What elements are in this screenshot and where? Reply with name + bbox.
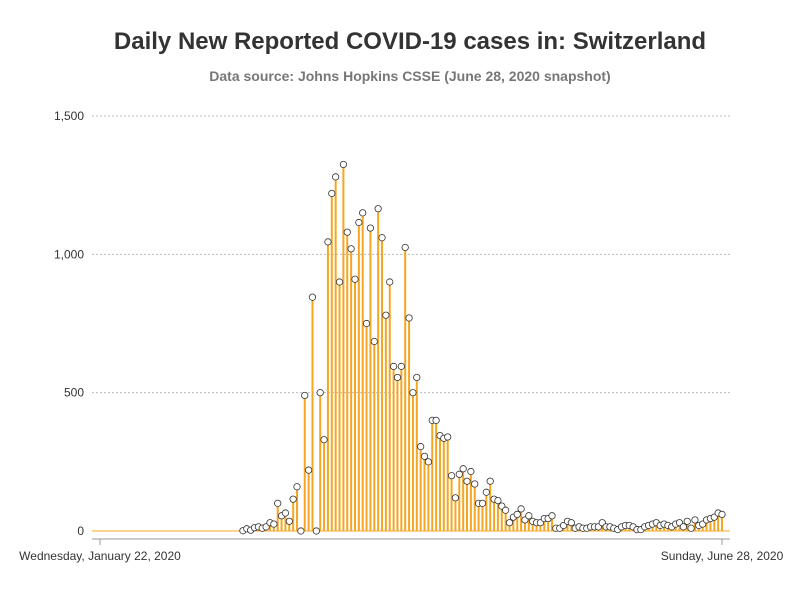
data-point: [401, 243, 409, 252]
data-point: [366, 224, 375, 232]
data-point: [502, 506, 510, 514]
data-point: [405, 314, 413, 322]
data-point: [718, 510, 726, 519]
data-point: [413, 373, 421, 382]
data-point: [478, 499, 487, 507]
data-point: [370, 337, 378, 346]
data-point: [270, 520, 278, 528]
data-point: [525, 512, 533, 520]
y-tick-label: 0: [77, 524, 84, 538]
data-point: [382, 311, 390, 319]
data-point: [393, 373, 402, 382]
data-point: [339, 160, 347, 169]
data-point: [332, 173, 340, 181]
data-point: [683, 517, 691, 525]
data-point: [444, 433, 452, 441]
data-point: [324, 238, 332, 246]
data-point: [374, 205, 382, 213]
data-point: [409, 389, 417, 397]
data-point: [679, 523, 687, 531]
data-point: [482, 488, 490, 496]
data-point: [486, 477, 494, 485]
data-point: [308, 293, 317, 301]
y-tick-label: 1,500: [54, 109, 84, 123]
chart-title: Daily New Reported COVID-19 cases in: Sw…: [113, 28, 707, 55]
data-point: [471, 480, 479, 488]
data-point: [463, 477, 471, 485]
data-point: [301, 391, 309, 400]
data-point: [494, 496, 502, 505]
data-point: [378, 234, 386, 242]
data-point: [687, 524, 695, 532]
data-point: [417, 443, 425, 451]
data-point: [567, 519, 575, 527]
data-point: [459, 465, 467, 473]
data-point: [285, 517, 293, 525]
data-point: [274, 499, 282, 507]
x-tick-label: Wednesday, January 22, 2020: [19, 549, 181, 563]
data-point: [343, 228, 351, 236]
y-tick-label: 500: [64, 386, 84, 400]
data-point: [455, 470, 463, 478]
data-point: [351, 275, 359, 283]
data-point: [397, 362, 405, 370]
chart-subtitle: Data source: Johns Hopkins CSSE (June 28…: [209, 68, 611, 84]
data-point: [297, 527, 305, 535]
data-point: [359, 209, 367, 217]
data-point: [316, 389, 324, 397]
data-point: [467, 467, 475, 476]
data-point: [355, 218, 363, 227]
data-point: [328, 189, 336, 198]
data-point: [335, 278, 344, 286]
data-point: [548, 512, 556, 520]
y-tick-label: 1,000: [54, 247, 84, 261]
data-point: [517, 505, 525, 513]
data-point: [424, 458, 432, 466]
data-point: [513, 510, 521, 519]
data-point: [312, 527, 320, 535]
data-point: [347, 245, 355, 253]
data-point: [386, 278, 394, 286]
data-point: [293, 483, 301, 491]
data-point: [390, 362, 398, 370]
data-point: [289, 495, 297, 503]
data-point: [505, 519, 514, 527]
data-point: [420, 452, 429, 460]
data-point: [305, 466, 313, 474]
data-point: [281, 509, 290, 517]
x-tick-label: Sunday, June 28, 2020: [661, 549, 784, 563]
data-point: [320, 436, 328, 444]
data-point: [362, 319, 371, 328]
data-point: [432, 416, 440, 424]
data-point: [691, 516, 699, 524]
data-point: [447, 472, 456, 480]
data-point: [451, 494, 460, 502]
